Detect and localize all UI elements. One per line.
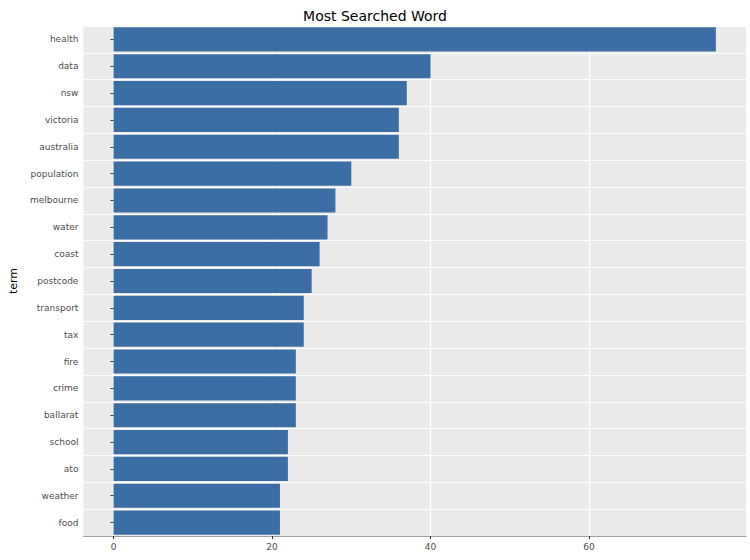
svg-text:20: 20 (266, 542, 278, 552)
svg-text:data: data (58, 61, 78, 71)
svg-text:term: term (7, 268, 20, 294)
svg-text:ato: ato (64, 464, 79, 474)
svg-text:Most Searched Word: Most Searched Word (303, 8, 447, 24)
svg-text:coast: coast (54, 249, 79, 259)
svg-text:60: 60 (583, 542, 595, 552)
svg-text:school: school (50, 437, 79, 447)
svg-text:australia: australia (39, 142, 78, 152)
svg-text:0: 0 (111, 542, 117, 552)
svg-text:ballarat: ballarat (44, 410, 79, 420)
svg-text:water: water (53, 222, 79, 232)
svg-text:postcode: postcode (37, 276, 79, 286)
svg-text:nsw: nsw (61, 88, 79, 98)
svg-text:crime: crime (53, 383, 79, 393)
svg-text:40: 40 (425, 542, 437, 552)
svg-text:transport: transport (37, 303, 79, 313)
svg-text:melbourne: melbourne (30, 195, 79, 205)
svg-text:victoria: victoria (45, 115, 79, 125)
svg-text:fire: fire (64, 357, 79, 367)
svg-text:weather: weather (42, 491, 79, 501)
svg-text:population: population (31, 169, 79, 179)
svg-text:tax: tax (64, 330, 79, 340)
svg-text:health: health (50, 34, 79, 44)
svg-text:food: food (59, 518, 79, 528)
